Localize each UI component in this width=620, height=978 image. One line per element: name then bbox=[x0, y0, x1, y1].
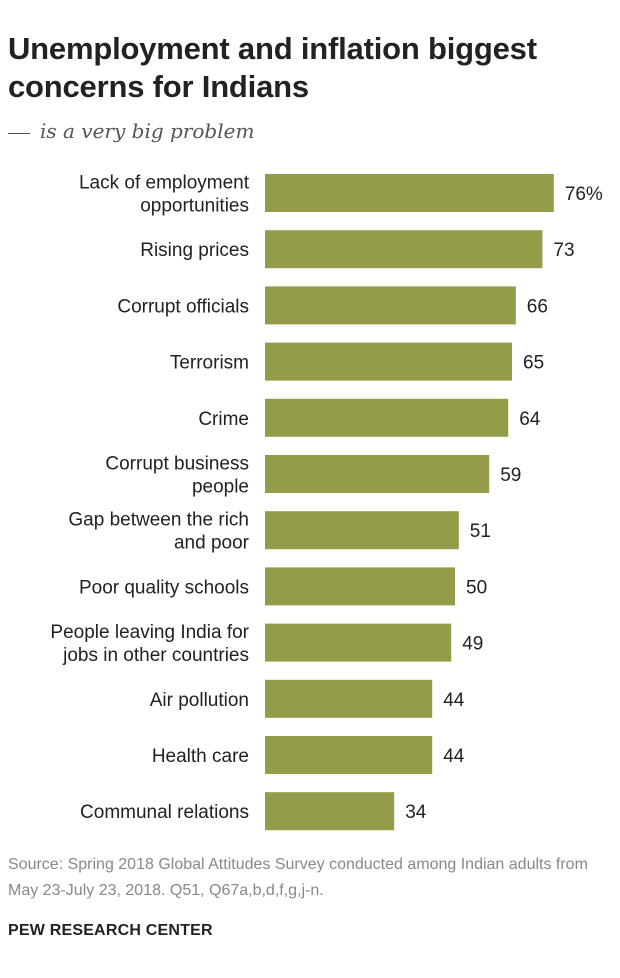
category-label-3: Terrorism bbox=[170, 353, 249, 374]
subtitle-text: is a very big problem bbox=[40, 119, 255, 143]
category-label-1: Rising prices bbox=[140, 240, 249, 261]
category-label-10: Health care bbox=[152, 746, 249, 767]
value-label-3: 65 bbox=[523, 353, 544, 374]
category-label-0: Lack of employment opportunities bbox=[79, 173, 250, 217]
bar-4 bbox=[265, 398, 509, 437]
value-label-8: 49 bbox=[462, 634, 483, 655]
bar-6 bbox=[265, 511, 459, 550]
value-label-10: 44 bbox=[443, 746, 465, 767]
bar-7 bbox=[265, 567, 455, 606]
bar-5 bbox=[265, 455, 490, 493]
category-label-8: People leaving India for jobs in other co… bbox=[50, 622, 249, 666]
category-label-5: Corrupt business people bbox=[105, 454, 249, 498]
category-label-9: Air pollution bbox=[150, 690, 249, 711]
value-label-7: 50 bbox=[466, 577, 487, 598]
value-label-4: 64 bbox=[519, 409, 541, 430]
bar-3 bbox=[265, 342, 512, 381]
source-note: Source: Spring 2018 Global Attitudes Sur… bbox=[8, 856, 588, 899]
value-label-5: 59 bbox=[500, 465, 521, 486]
value-label-6: 51 bbox=[470, 521, 491, 542]
value-label-1: 73 bbox=[553, 240, 574, 261]
bar-2 bbox=[265, 286, 516, 325]
bar-1 bbox=[265, 230, 543, 269]
value-label-2: 66 bbox=[527, 296, 548, 317]
value-label-11: 34 bbox=[405, 802, 427, 823]
category-label-11: Communal relations bbox=[80, 802, 249, 823]
brand-footer: PEW RESEARCH CENTER bbox=[8, 922, 213, 939]
chart-title: Unemployment and inflation biggest conce… bbox=[8, 31, 537, 104]
blank-line bbox=[8, 133, 30, 134]
bar-10 bbox=[265, 736, 433, 774]
bar-chart: Lack of employment opportunities 76% Rising… bbox=[50, 173, 603, 831]
bar-8 bbox=[265, 623, 452, 662]
value-label-0: 76% bbox=[565, 184, 603, 205]
bar-9 bbox=[265, 679, 433, 718]
category-label-4: Crime bbox=[198, 409, 249, 430]
category-label-7: Poor quality schools bbox=[79, 577, 249, 598]
category-label-6: Gap between the rich and poor bbox=[68, 510, 249, 554]
category-label-2: Corrupt officials bbox=[117, 296, 249, 317]
bar-11 bbox=[265, 792, 395, 831]
chart-subtitle: is a very big problem bbox=[8, 119, 254, 143]
value-label-9: 44 bbox=[443, 690, 465, 711]
bar-0 bbox=[265, 174, 554, 212]
